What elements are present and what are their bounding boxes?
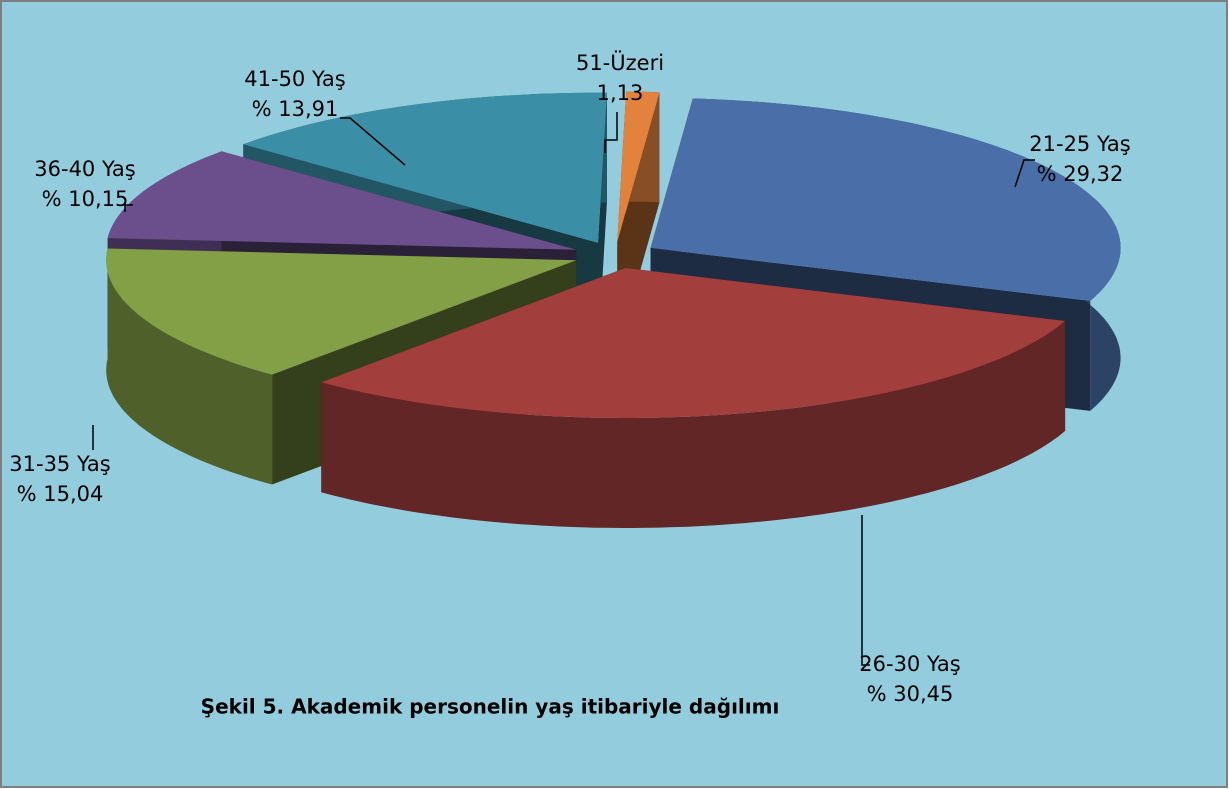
slice-label: 31-35 Yaş [9, 452, 110, 476]
value-label: % 15,04 [17, 482, 104, 506]
leader-line [604, 112, 618, 153]
value-label: % 29,32 [1037, 162, 1124, 186]
slice [107, 151, 577, 250]
value-label: % 10,15 [42, 187, 129, 211]
slice [617, 91, 660, 242]
value-label: % 13,91 [252, 97, 339, 121]
leader-line [1014, 159, 1035, 188]
slice [106, 248, 577, 375]
slice-label: 36-40 Yaş [34, 157, 135, 181]
slice-label: 26-30 Yaş [859, 652, 960, 676]
slice-wall [106, 248, 273, 485]
slice [243, 92, 607, 243]
slice-label: 51-Üzeri [576, 50, 664, 75]
leader-line [861, 515, 870, 666]
slice-label: 41-50 Yaş [244, 67, 345, 91]
slice [321, 268, 1066, 418]
value-label: % 30,45 [867, 682, 954, 706]
leader-line [124, 204, 133, 212]
slice [650, 98, 1121, 301]
chart-title: Şekil 5. Akademik personelin yaş itibari… [201, 695, 780, 719]
slice-wall [321, 321, 1066, 528]
value-label: 1,13 [597, 81, 644, 105]
leader-line [340, 117, 406, 166]
slice-label: 21-25 Yaş [1029, 132, 1130, 156]
pie [106, 91, 1121, 528]
labels: 21-25 Yaş % 29,32 26-30 Yaş % 30,45 31-35 Ya… [9, 50, 1130, 706]
